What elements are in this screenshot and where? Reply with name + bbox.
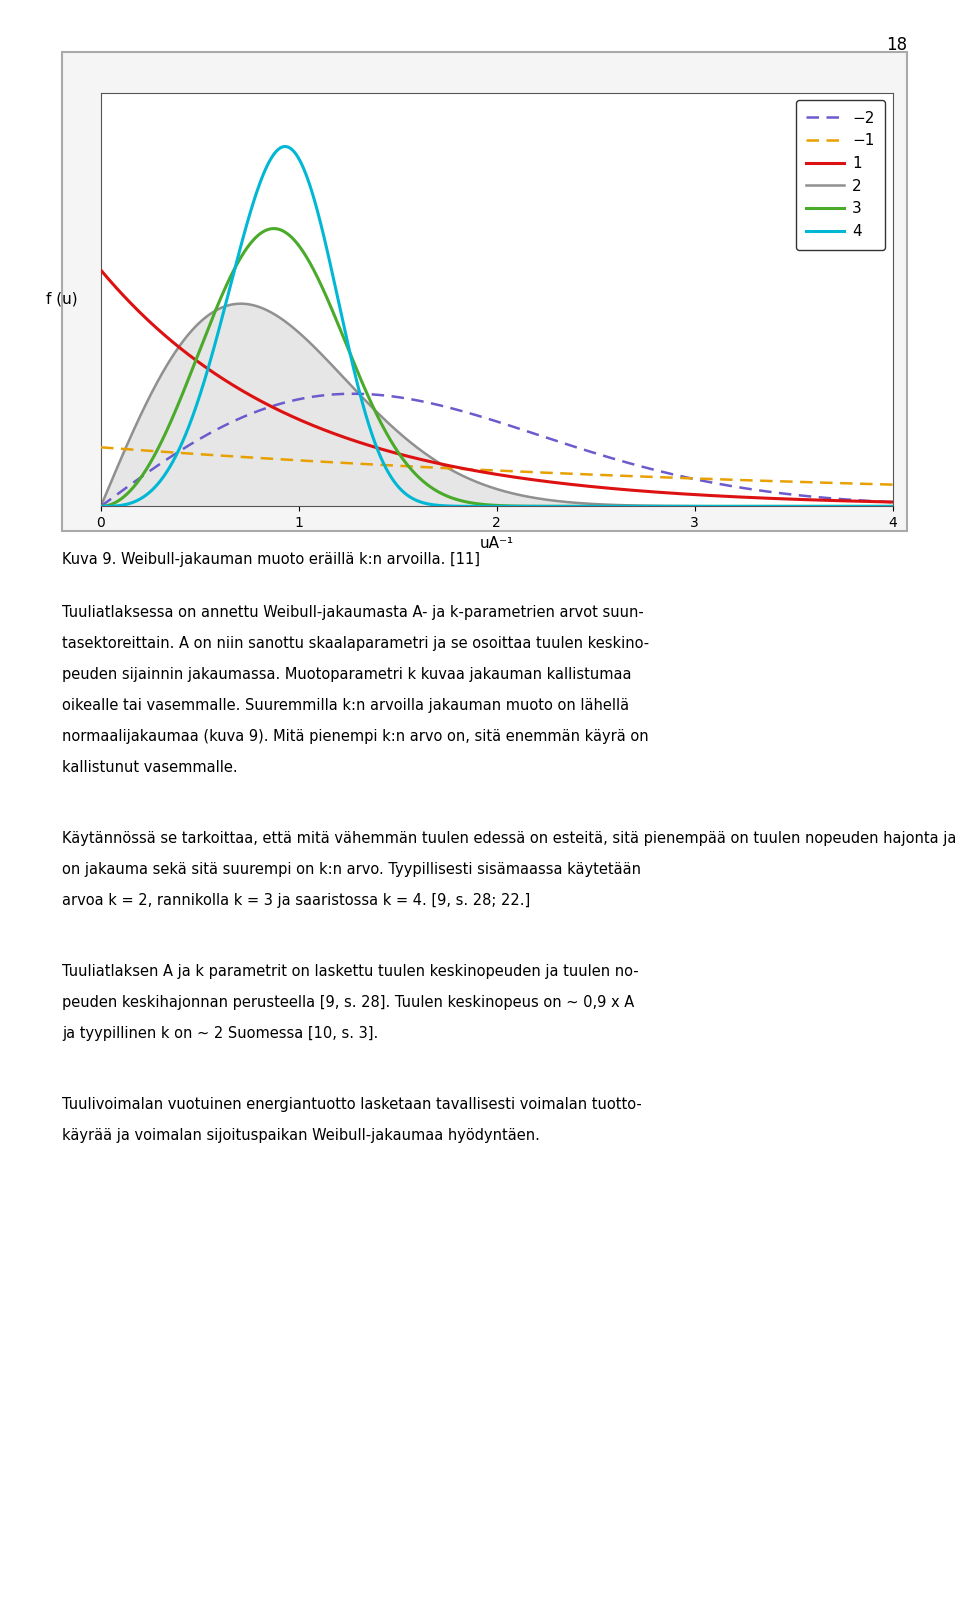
Text: on jakauma sekä sitä suurempi on k:n arvo. Tyypillisesti sisämaassa käytetään: on jakauma sekä sitä suurempi on k:n arv… (62, 862, 641, 876)
Text: peuden sijainnin jakaumassa. Muotoparametri k kuvaa jakauman kallistumaa: peuden sijainnin jakaumassa. Muotoparame… (62, 667, 632, 682)
Text: Käytännössä se tarkoittaa, että mitä vähemmän tuulen edessä on esteitä, sitä pie: Käytännössä se tarkoittaa, että mitä väh… (62, 831, 960, 846)
Text: normaalijakaumaa (kuva 9). Mitä pienempi k:n arvo on, sitä enemmän käyrä on: normaalijakaumaa (kuva 9). Mitä pienempi… (62, 729, 649, 743)
Text: peuden keskihajonnan perusteella [9, s. 28]. Tuulen keskinopeus on ~ 0,9 x A: peuden keskihajonnan perusteella [9, s. … (62, 995, 635, 1010)
Text: käyrää ja voimalan sijoituspaikan Weibull-jakaumaa hyödyntäen.: käyrää ja voimalan sijoituspaikan Weibul… (62, 1128, 540, 1143)
Legend: −2, −1, 1, 2, 3, 4: −2, −1, 1, 2, 3, 4 (796, 101, 885, 250)
Text: Tuuliatlaksen A ja k parametrit on laskettu tuulen keskinopeuden ja tuulen no-: Tuuliatlaksen A ja k parametrit on laske… (62, 964, 639, 979)
X-axis label: uA⁻¹: uA⁻¹ (480, 536, 514, 550)
Text: Kuva 9. Weibull-jakauman muoto eräillä k:n arvoilla. [11]: Kuva 9. Weibull-jakauman muoto eräillä k… (62, 552, 480, 566)
Text: 18: 18 (886, 36, 907, 54)
Text: arvoa k = 2, rannikolla k = 3 ja saaristossa k = 4. [9, s. 28; 22.]: arvoa k = 2, rannikolla k = 3 ja saarist… (62, 893, 531, 907)
Text: tasektoreittain. A on niin sanottu skaalaparametri ja se osoittaa tuulen keskino: tasektoreittain. A on niin sanottu skaal… (62, 636, 650, 651)
Text: oikealle tai vasemmalle. Suuremmilla k:n arvoilla jakauman muoto on lähellä: oikealle tai vasemmalle. Suuremmilla k:n… (62, 698, 630, 712)
Text: Tuulivoimalan vuotuinen energiantuotto lasketaan tavallisesti voimalan tuotto-: Tuulivoimalan vuotuinen energiantuotto l… (62, 1097, 642, 1112)
Text: kallistunut vasemmalle.: kallistunut vasemmalle. (62, 760, 238, 774)
Text: Tuuliatlaksessa on annettu Weibull-jakaumasta A- ja k-parametrien arvot suun-: Tuuliatlaksessa on annettu Weibull-jakau… (62, 605, 644, 620)
Text: ja tyypillinen k on ~ 2 Suomessa [10, s. 3].: ja tyypillinen k on ~ 2 Suomessa [10, s.… (62, 1026, 378, 1040)
Y-axis label: f (u): f (u) (46, 292, 78, 307)
